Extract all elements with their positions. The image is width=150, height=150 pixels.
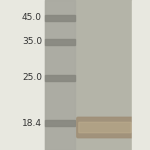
Bar: [45, 0, 75, 150]
Bar: [45, 15, 75, 21]
Bar: [45, 120, 75, 126]
Text: 25.0: 25.0: [22, 74, 42, 82]
Text: 18.4: 18.4: [22, 118, 42, 127]
FancyBboxPatch shape: [79, 122, 131, 133]
Bar: [45, 0, 132, 150]
Bar: [45, 75, 75, 81]
Text: 35.0: 35.0: [22, 38, 42, 46]
FancyBboxPatch shape: [77, 117, 133, 138]
Bar: [132, 0, 150, 150]
Text: 45.0: 45.0: [22, 14, 42, 22]
Bar: [45, 39, 75, 45]
